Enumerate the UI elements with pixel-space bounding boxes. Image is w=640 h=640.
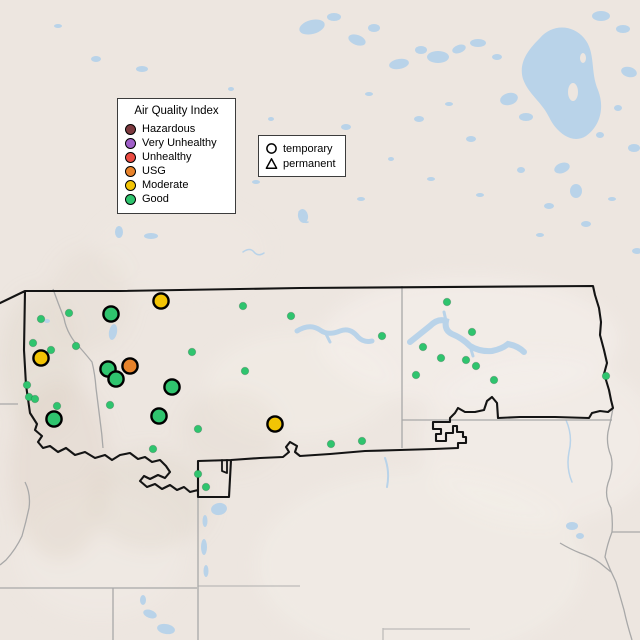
- monitor-marker[interactable]: [357, 436, 367, 446]
- monitor-marker[interactable]: [238, 301, 248, 311]
- monitor-marker[interactable]: [471, 361, 481, 371]
- moderate-swatch-icon: [125, 179, 136, 191]
- monitor-marker[interactable]: [121, 357, 139, 375]
- monitor-marker[interactable]: [64, 308, 74, 318]
- monitor-marker[interactable]: [105, 400, 115, 410]
- aqi-item-label: Unhealthy: [142, 151, 192, 163]
- hazardous-swatch-icon: [125, 123, 136, 135]
- monitor-marker[interactable]: [22, 380, 32, 390]
- scatter-lakes: [54, 11, 640, 254]
- aqi-legend-title: Air Quality Index: [134, 105, 219, 117]
- aqi-item-label: Hazardous: [142, 123, 196, 135]
- monitor-marker[interactable]: [418, 342, 428, 352]
- shape-legend-item-temporary: temporary: [265, 141, 339, 156]
- aqi-item-label: Moderate: [142, 179, 189, 191]
- lakes: [44, 11, 640, 635]
- monitor-marker[interactable]: [286, 311, 296, 321]
- triangle-icon: [265, 158, 278, 169]
- monitor-marker[interactable]: [601, 371, 611, 381]
- shape-legend-item-permanent: permanent: [265, 156, 339, 171]
- usg-swatch-icon: [125, 165, 136, 177]
- aqi-item-label: Good: [142, 193, 169, 205]
- reservoirs: [242, 209, 573, 488]
- monitor-marker[interactable]: [32, 349, 50, 367]
- aqi-legend-item-good: Good: [125, 192, 228, 206]
- us-lakes: [44, 319, 584, 635]
- monitor-marker[interactable]: [240, 366, 250, 376]
- lake-sakakawea: [407, 317, 527, 355]
- unhealthy-swatch-icon: [125, 151, 136, 163]
- aqi-item-label: USG: [142, 165, 166, 177]
- monitor-marker[interactable]: [266, 415, 284, 433]
- monitor-marker[interactable]: [489, 375, 499, 385]
- bighorn-lake: [384, 457, 390, 488]
- monitor-marker[interactable]: [150, 407, 168, 425]
- monitor-marker[interactable]: [107, 370, 125, 388]
- state-lines: [0, 286, 640, 640]
- monitor-marker[interactable]: [46, 345, 56, 355]
- monitor-marker[interactable]: [193, 424, 203, 434]
- very-unhealthy-swatch-icon: [125, 137, 136, 149]
- monitor-marker[interactable]: [30, 394, 40, 404]
- aqi-legend-item-very-unhealthy: Very Unhealthy: [125, 136, 228, 150]
- monitor-marker[interactable]: [436, 353, 446, 363]
- monitor-marker[interactable]: [377, 331, 387, 341]
- shape-item-label: permanent: [283, 157, 336, 170]
- monitor-marker[interactable]: [52, 401, 62, 411]
- shape-item-label: temporary: [283, 142, 333, 155]
- circle-icon: [266, 143, 277, 154]
- monitor-marker[interactable]: [442, 297, 452, 307]
- monitor-marker[interactable]: [71, 341, 81, 351]
- monitor-marker[interactable]: [187, 347, 197, 357]
- monitor-marker[interactable]: [102, 305, 120, 323]
- aqi-legend-item-usg: USG: [125, 164, 228, 178]
- monitor-marker[interactable]: [467, 327, 477, 337]
- aqi-legend-item-hazardous: Hazardous: [125, 122, 228, 136]
- monitor-marker[interactable]: [163, 378, 181, 396]
- monitor-marker[interactable]: [45, 410, 63, 428]
- park-notch: [221, 459, 228, 474]
- monitor-markers: [22, 292, 611, 492]
- monitor-marker[interactable]: [152, 292, 170, 310]
- aqi-legend: Air Quality Index Hazardous Very Unhealt…: [117, 98, 236, 214]
- monitor-marker[interactable]: [411, 370, 421, 380]
- good-swatch-icon: [125, 193, 136, 205]
- monitor-marker[interactable]: [148, 444, 158, 454]
- aqi-legend-item-unhealthy: Unhealthy: [125, 150, 228, 164]
- shape-legend: temporary permanent: [258, 135, 346, 177]
- monitor-marker[interactable]: [461, 355, 471, 365]
- monitor-marker[interactable]: [326, 439, 336, 449]
- aqi-item-label: Very Unhealthy: [142, 137, 217, 149]
- monitor-marker[interactable]: [36, 314, 46, 324]
- river-squiggles: [242, 209, 573, 483]
- monitor-marker[interactable]: [201, 482, 211, 492]
- monitor-marker[interactable]: [28, 338, 38, 348]
- fort-peck-lake: [294, 324, 375, 344]
- aqi-legend-item-moderate: Moderate: [125, 178, 228, 192]
- monitor-marker[interactable]: [193, 469, 203, 479]
